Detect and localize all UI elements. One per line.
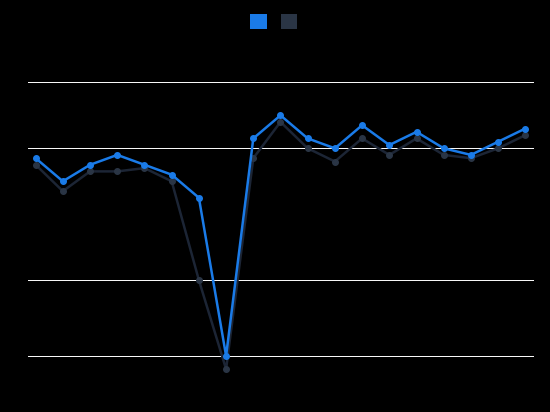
Legend: , : , xyxy=(250,14,300,29)
